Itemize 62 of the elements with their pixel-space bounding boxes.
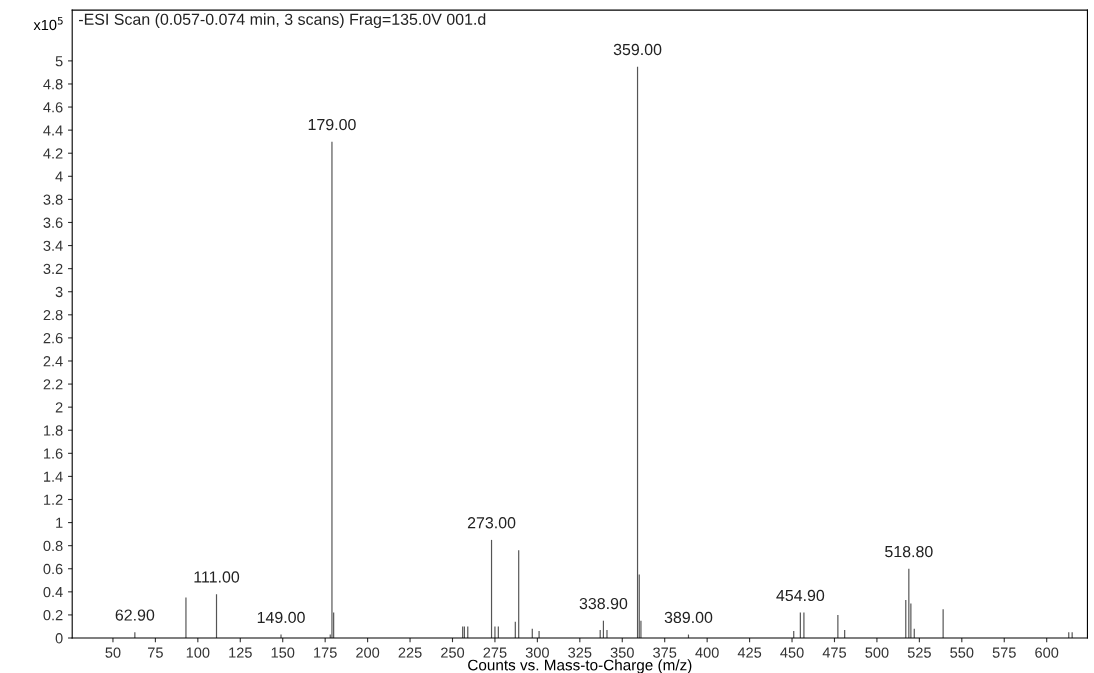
y-tick-label: 2.2 (43, 379, 63, 390)
y-tick-label: 2.4 (43, 356, 63, 367)
x-axis-title: Counts vs. Mass-to-Charge (m/z) (468, 659, 692, 673)
y-tick-label: 0.6 (43, 563, 63, 575)
x-tick-label: 275 (483, 647, 507, 658)
x-tick-label: 100 (186, 647, 210, 658)
annotation: 62.90 (115, 609, 155, 621)
y-tick-label: 4.2 (43, 148, 63, 159)
y-axis-title: x10$^{5}$ (33, 16, 63, 31)
annotation: 359.00 (613, 43, 662, 56)
x-tick-label: 150 (271, 647, 295, 658)
x-tick-label: 300 (525, 647, 549, 658)
annotation: 454.90 (776, 589, 825, 602)
annotation: 338.90 (579, 597, 628, 610)
y-tick-label: 4.6 (43, 102, 63, 113)
y-tick-label: 4 (55, 171, 63, 182)
annotation: 149.00 (257, 611, 305, 624)
x-tick-label: 75 (148, 647, 163, 658)
annotation: 518.80 (885, 545, 933, 558)
x-tick-label: 50 (105, 647, 121, 658)
x-tick-label: 600 (1035, 647, 1059, 658)
x-tick-label: 475 (822, 647, 847, 658)
x-tick-label: 375 (653, 647, 677, 658)
y-tick-label: 1.6 (44, 448, 63, 459)
chart-title: -ESI Scan (0.057-0.074 min, 3 scans) Frag=135.0V 001.d (79, 13, 486, 29)
y-tick-label: 3.2 (43, 263, 63, 275)
x-tick-label: 425 (737, 647, 762, 658)
x-tick-label: 550 (950, 647, 974, 658)
x-tick-label: 125 (229, 647, 252, 658)
y-tick-label: 0.2 (43, 610, 63, 621)
y-tick-label: 2 (55, 402, 63, 413)
x-tick-label: 450 (780, 647, 804, 658)
y-tick-label: 1.4 (44, 471, 63, 482)
x-tick-label: 525 (907, 647, 931, 658)
x-tick-label: 200 (356, 647, 380, 658)
y-tick-label: 0.4 (43, 586, 63, 598)
y-tick-label: 2.6 (43, 333, 63, 344)
x-tick-label: 325 (568, 647, 592, 658)
y-tick-label: 2.8 (43, 309, 63, 321)
x-tick-label: 400 (695, 647, 719, 658)
y-tick-label: 4.4 (43, 125, 63, 136)
x-tick-label: 350 (610, 647, 634, 658)
x-tick-label: 500 (865, 647, 889, 658)
x-tick-label: 225 (398, 647, 422, 658)
y-tick-label: 3.8 (43, 194, 63, 205)
y-tick-label: 1.2 (44, 494, 63, 505)
y-tick-label: 4.8 (43, 79, 63, 90)
y-tick-label: 5 (55, 56, 63, 67)
annotation: 179.00 (308, 118, 356, 131)
y-tick-label: 3.6 (43, 217, 63, 228)
annotation: 273.00 (467, 517, 516, 529)
y-tick-label: 3 (55, 286, 63, 298)
x-tick-label: 575 (992, 647, 1016, 658)
y-tick-label: 1 (56, 517, 63, 528)
annotation: 389.00 (664, 611, 713, 624)
x-tick-label: 250 (441, 647, 465, 658)
y-tick-label: 0 (55, 633, 63, 644)
y-tick-label: 0.8 (43, 540, 63, 552)
y-tick-label: 1.8 (44, 425, 63, 436)
annotation: 111.00 (194, 571, 240, 583)
x-tick-label: 175 (314, 647, 337, 658)
y-tick-label: 3.4 (43, 240, 63, 251)
